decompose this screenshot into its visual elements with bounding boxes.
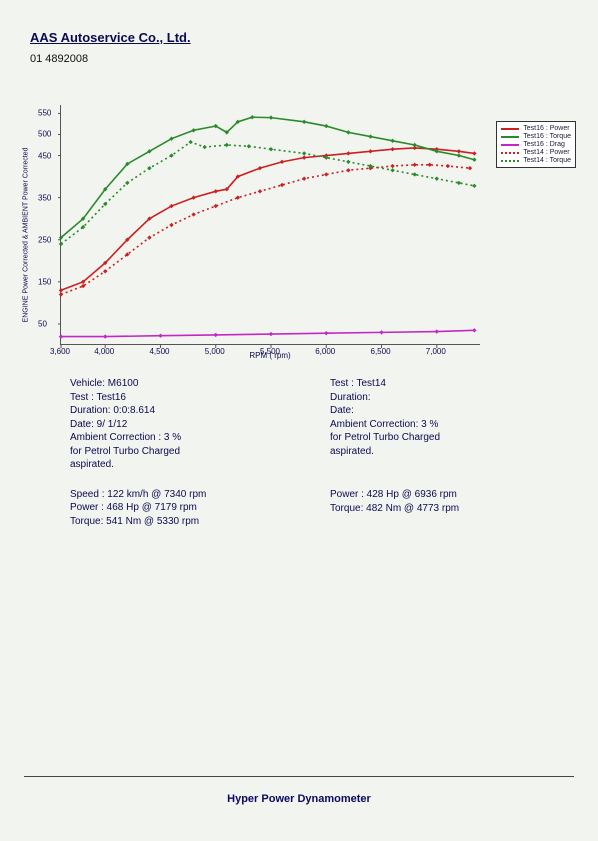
info-columns: Vehicle: M6100 Test : Test16 Duration: 0… — [70, 377, 578, 528]
legend-item: Test16 : Power — [501, 125, 571, 132]
torque-line: Torque: 541 Nm @ 5330 rpm — [70, 515, 290, 529]
date-line: Date: — [330, 404, 550, 418]
ambient-line-2: for Petrol Turbo Charged — [330, 431, 550, 445]
x-tick: 4,000 — [94, 347, 114, 356]
x-tick: 5,000 — [205, 347, 225, 356]
test-line: Test : Test16 — [70, 391, 290, 405]
ambient-line-3: aspirated. — [330, 445, 550, 459]
x-tick: 6,500 — [371, 347, 391, 356]
power-line: Power : 468 Hp @ 7179 rpm — [70, 501, 290, 515]
x-tick: 6,000 — [315, 347, 335, 356]
legend-item: Test16 : Drag — [501, 141, 571, 148]
test-line: Test : Test14 — [330, 377, 550, 391]
y-tick: 450 — [38, 151, 51, 160]
test16-info: Vehicle: M6100 Test : Test16 Duration: 0… — [70, 377, 290, 528]
y-tick: 350 — [38, 193, 51, 202]
divider — [24, 776, 574, 777]
y-axis-label: ENGINE Power Corrected & AMBIENT Power C… — [23, 148, 30, 323]
legend-item: Test16 : Torque — [501, 133, 571, 140]
y-tick: 250 — [38, 235, 51, 244]
duration-line: Duration: — [330, 391, 550, 405]
duration-line: Duration: 0:0:8.614 — [70, 404, 290, 418]
ambient-line-1: Ambient Correction : 3 % — [70, 431, 290, 445]
torque-line: Torque: 482 Nm @ 4773 rpm — [330, 502, 550, 516]
date-line: Date: 9/ 1/12 — [70, 418, 290, 432]
y-tick: 50 — [38, 319, 47, 328]
y-tick: 150 — [38, 277, 51, 286]
chart-legend: Test16 : PowerTest16 : TorqueTest16 : Dr… — [496, 121, 576, 168]
ambient-line-3: aspirated. — [70, 458, 290, 472]
x-tick: 4,500 — [149, 347, 169, 356]
company-name: AAS Autoservice Co., Ltd. — [30, 30, 578, 45]
x-tick: 7,000 — [426, 347, 446, 356]
y-tick: 550 — [38, 109, 51, 118]
legend-item: Test14 : Torque — [501, 157, 571, 164]
ambient-line-1: Ambient Correction: 3 % — [330, 418, 550, 432]
speed-line: Speed : 122 km/h @ 7340 rpm — [70, 488, 290, 502]
power-line: Power : 428 Hp @ 6936 rpm — [330, 488, 550, 502]
legend-item: Test14 : Power — [501, 149, 571, 156]
ambient-line-2: for Petrol Turbo Charged — [70, 445, 290, 459]
document-number: 01 4892008 — [30, 53, 578, 65]
x-tick: 3,600 — [50, 347, 70, 356]
vehicle-line: Vehicle: M6100 — [70, 377, 290, 391]
y-tick: 500 — [38, 130, 51, 139]
plot-area — [60, 105, 480, 345]
x-tick: 5,500 — [260, 347, 280, 356]
dyno-chart: ENGINE Power Corrected & AMBIENT Power C… — [30, 105, 570, 365]
footer-title: Hyper Power Dynamometer — [0, 793, 598, 805]
test14-info: Test : Test14 Duration: Date: Ambient Co… — [330, 377, 550, 528]
